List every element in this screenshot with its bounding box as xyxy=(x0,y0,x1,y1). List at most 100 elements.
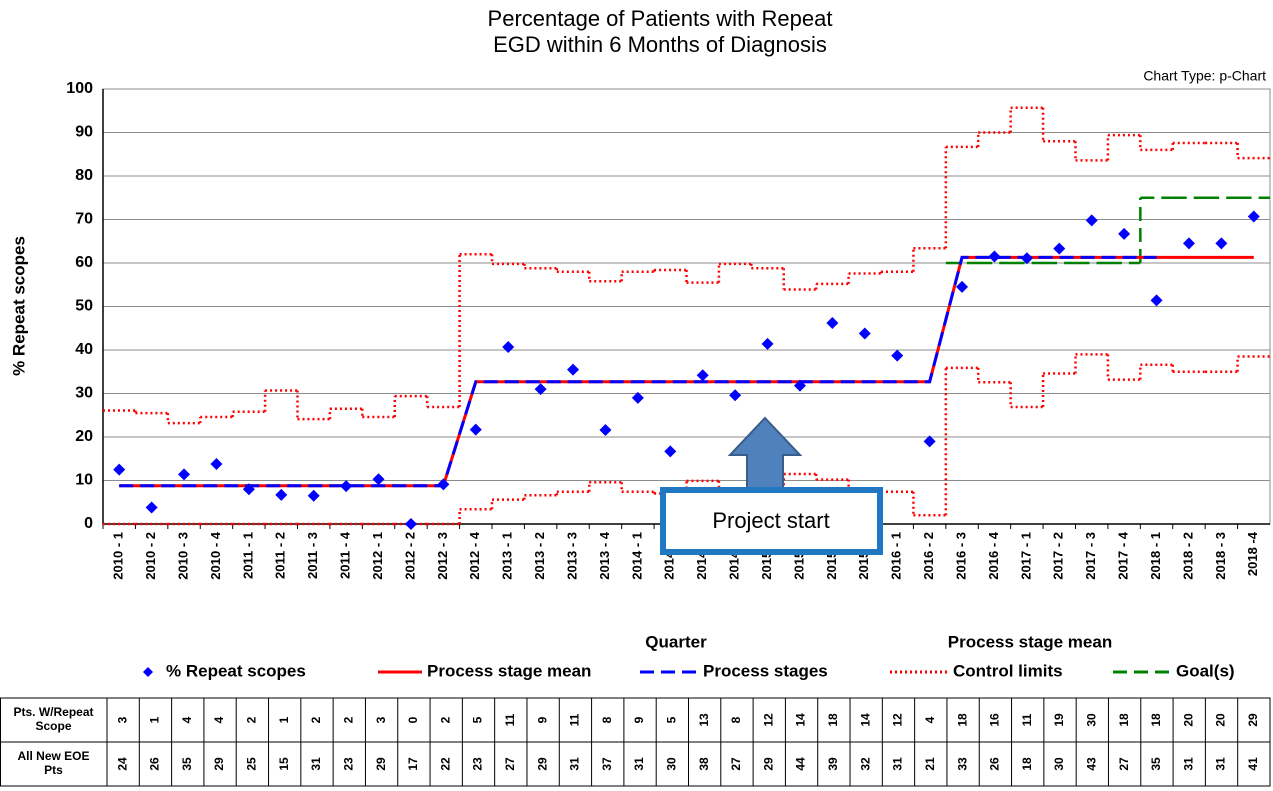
data-point xyxy=(664,445,677,458)
x-tick-label: 2010 - 1 xyxy=(111,532,126,580)
x-tick-label: 2012 - 4 xyxy=(467,531,482,579)
data-point xyxy=(1053,242,1066,255)
row-header: Pts. W/Repeat xyxy=(13,705,93,719)
table-cell: 32 xyxy=(858,757,872,771)
data-point xyxy=(340,480,353,493)
table-cell: 29 xyxy=(535,757,549,771)
data-point xyxy=(1215,237,1228,250)
data-point xyxy=(307,489,320,502)
x-tick-label: 2013 - 4 xyxy=(597,531,612,579)
row-header: All New EOE xyxy=(17,749,89,763)
y-tick-label: 90 xyxy=(75,124,93,141)
table-cell: 39 xyxy=(826,757,840,771)
x-tick-label: 2016 - 3 xyxy=(953,532,968,580)
data-point xyxy=(242,483,255,496)
table-cell: 31 xyxy=(891,757,905,771)
x-tick-label: 2012 - 1 xyxy=(370,532,385,580)
table-cell: 2 xyxy=(245,716,259,723)
line-series xyxy=(119,255,1157,488)
table-cell: 3 xyxy=(115,716,129,723)
table-cell: 31 xyxy=(568,757,582,771)
annotation-text: Project start xyxy=(712,508,829,533)
table-cell: 18 xyxy=(1117,713,1131,727)
x-tick-label: 2011 - 2 xyxy=(273,532,288,579)
data-point xyxy=(534,383,547,396)
table-cell: 8 xyxy=(729,716,743,723)
legend-label: Process stage mean xyxy=(427,661,591,680)
table-cell: 11 xyxy=(568,713,582,726)
y-axis-label: % Repeat scopes xyxy=(9,236,28,376)
x-tick-label: 2011 - 4 xyxy=(338,531,353,579)
y-tick-label: 100 xyxy=(66,80,93,97)
table-cell: 29 xyxy=(212,757,226,771)
y-tick-label: 0 xyxy=(84,515,93,532)
data-point xyxy=(696,369,709,382)
table-row xyxy=(0,741,1271,787)
data-point xyxy=(372,473,385,486)
table-cell: 4 xyxy=(212,716,226,723)
legend-marker xyxy=(143,667,153,677)
y-tick-label: 20 xyxy=(75,428,93,445)
x-tick-label: 2012 - 3 xyxy=(435,532,450,580)
table-cell: 5 xyxy=(471,716,485,723)
data-point xyxy=(145,501,158,514)
y-tick-label: 40 xyxy=(75,341,93,358)
table-cell: 27 xyxy=(729,757,743,771)
x-tick-label: 2016 - 4 xyxy=(986,531,1001,579)
data-point xyxy=(826,317,839,330)
x-tick-label: 2013 - 2 xyxy=(532,532,547,580)
x-tick-label: 2016 - 2 xyxy=(921,532,936,580)
table-cell: 31 xyxy=(1181,757,1195,771)
table-cell: 31 xyxy=(309,757,323,771)
table-cell: 0 xyxy=(406,716,420,723)
x-tick-label: 2018 - 2 xyxy=(1180,532,1195,580)
legend-label: Goal(s) xyxy=(1176,661,1235,680)
legend-label: Process stages xyxy=(703,661,828,680)
row-header: Pts xyxy=(44,763,63,777)
legend-title: Process stage mean xyxy=(948,632,1112,651)
x-tick-label: 2018 - 1 xyxy=(1148,532,1163,580)
table-cell: 25 xyxy=(245,757,259,771)
table-cell: 37 xyxy=(600,757,614,771)
x-tick-label: 2010 - 3 xyxy=(175,532,190,580)
table-cell: 30 xyxy=(1052,757,1066,771)
table-cell: 9 xyxy=(535,716,549,723)
table-cell: 18 xyxy=(1020,757,1034,771)
chart-title: Percentage of Patients with Repeat xyxy=(488,6,833,31)
table-cell: 20 xyxy=(1181,713,1195,727)
data-point xyxy=(793,379,806,392)
data-point xyxy=(761,337,774,350)
data-point xyxy=(631,391,644,404)
table-cell: 21 xyxy=(923,757,937,771)
table-cell: 19 xyxy=(1052,713,1066,727)
data-point xyxy=(988,250,1001,263)
data-point xyxy=(178,468,191,481)
x-tick-label: 2011 - 3 xyxy=(305,532,320,579)
table-cell: 31 xyxy=(1214,757,1228,771)
table-cell: 41 xyxy=(1246,757,1260,771)
table-cell: 12 xyxy=(891,713,905,727)
legend: % Repeat scopes Process stage mean Process… xyxy=(143,661,1235,680)
table-cell: 23 xyxy=(341,757,355,771)
table-cell: 9 xyxy=(632,716,646,723)
table-cell: 18 xyxy=(1149,713,1163,727)
table-cell: 30 xyxy=(1084,713,1098,727)
table-cell: 15 xyxy=(277,757,291,771)
y-tick-label: 70 xyxy=(75,211,93,228)
table-cell: 29 xyxy=(761,757,775,771)
table-cell: 30 xyxy=(665,757,679,771)
x-tick-label: 2017 - 2 xyxy=(1051,532,1066,580)
table-cell: 44 xyxy=(794,757,808,771)
data-point xyxy=(1118,227,1131,240)
annotation-box xyxy=(660,487,883,555)
data-point xyxy=(1085,214,1098,227)
data-point xyxy=(1020,252,1033,265)
table-cell: 2 xyxy=(309,716,323,723)
table-cell: 4 xyxy=(180,716,194,723)
table-cell: 2 xyxy=(438,716,452,723)
table-cell: 27 xyxy=(1117,757,1131,771)
table-cell: 18 xyxy=(955,713,969,727)
data-point xyxy=(404,518,417,530)
legend-label: % Repeat scopes xyxy=(166,661,306,680)
